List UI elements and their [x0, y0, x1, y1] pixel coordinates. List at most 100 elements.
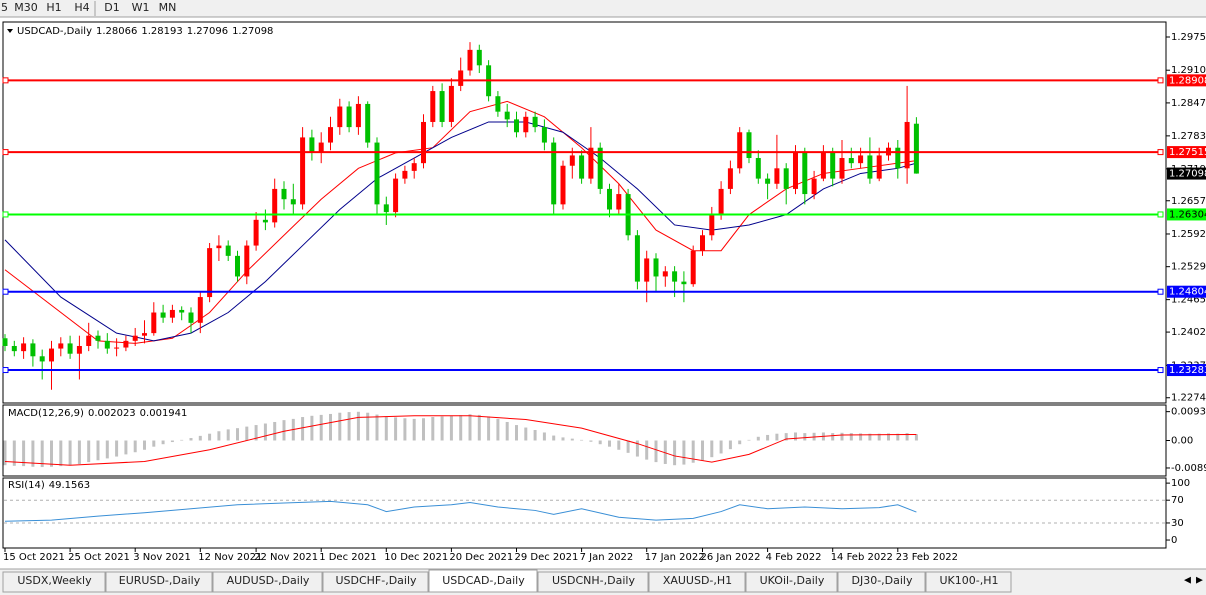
macd-bar — [635, 440, 639, 457]
chart-tab[interactable] — [537, 571, 649, 593]
candle-body — [634, 235, 640, 282]
y-tick-label: 1.28470 — [1171, 98, 1206, 109]
chart-tab[interactable] — [648, 571, 746, 593]
candle-body — [290, 199, 296, 205]
header-value: 1.28066 — [96, 26, 137, 37]
candle-body — [253, 219, 259, 246]
macd-bar — [468, 414, 472, 441]
y-tick-label: 1.24650 — [1171, 295, 1206, 306]
level-price-box — [1167, 208, 1206, 221]
candle-body — [123, 340, 129, 348]
candle-body — [709, 214, 715, 236]
candle-body — [179, 309, 185, 313]
candle-body — [11, 345, 17, 352]
chart-tab[interactable] — [745, 571, 838, 593]
macd-bar — [133, 440, 137, 453]
macd-bar — [887, 433, 890, 441]
candle-body — [746, 132, 752, 159]
timeframe-label[interactable]: H1 — [46, 1, 61, 14]
macd-bar — [31, 440, 35, 467]
chart-tab[interactable] — [105, 571, 213, 593]
y-tick-label: 1.22745 — [1171, 393, 1206, 404]
macd-bar — [105, 440, 109, 459]
chart-tab-label[interactable]: UK100-,H1 — [940, 574, 999, 587]
level-price-label: 1.24804 — [1169, 287, 1206, 298]
macd-bar — [626, 440, 630, 453]
chart-tab-label[interactable]: USDCAD-,Daily — [442, 574, 525, 587]
chart-tab-label[interactable]: USDCHF-,Daily — [335, 574, 417, 587]
candle-body — [421, 121, 426, 164]
timeframe-label[interactable]: 5 — [1, 1, 8, 14]
chart-tab[interactable] — [925, 571, 1012, 593]
candle-body — [300, 137, 306, 205]
macd-bar — [431, 417, 435, 441]
y-tick-label: 1.26570 — [1171, 196, 1206, 207]
macd-bar — [273, 421, 277, 441]
chart-tab-label[interactable]: DJ30-,Daily — [851, 574, 913, 587]
candle-body — [30, 343, 36, 357]
candle-body — [737, 132, 743, 169]
macd-bar — [59, 440, 63, 467]
timeframe-label[interactable]: MN — [159, 1, 177, 14]
candle-body — [39, 356, 45, 362]
chart-tab-label[interactable]: XAUUSD-,H1 — [663, 574, 732, 587]
macd-bar — [152, 440, 156, 447]
chart-tabs: USDX,Weekly EURUSD-,Daily AUDUSD-,Daily USD… — [2, 569, 1012, 593]
candle-body — [393, 178, 399, 213]
level-handle — [1157, 77, 1164, 84]
level-price-label: 1.27515 — [1169, 147, 1206, 158]
candle-body — [439, 91, 445, 122]
header-value: 49.1563 — [49, 480, 90, 491]
chart-tab[interactable] — [428, 569, 538, 593]
chart-tab-label[interactable]: USDCNH-,Daily — [552, 574, 635, 587]
candle-body — [895, 147, 901, 169]
candle-body — [848, 158, 854, 164]
candle-body — [49, 348, 54, 362]
chart-layer: 1.297501.291051.284701.278301.271901.265… — [2, 26, 1206, 563]
price-panel — [2, 21, 1167, 404]
candle-body — [58, 343, 64, 349]
tab-scroll-left[interactable]: ◀ — [1184, 576, 1191, 586]
candle-body — [653, 258, 659, 277]
timeframe-label[interactable]: D1 — [104, 1, 119, 14]
level-handle — [2, 288, 9, 295]
timeframe-label[interactable]: H4 — [74, 1, 89, 14]
tab-scroll-right[interactable]: ▶ — [1196, 576, 1203, 586]
header-value: RSI(14) — [8, 480, 45, 491]
x-tick-label: 26 Jan 2022 — [701, 552, 761, 563]
x-tick-label: 23 Feb 2022 — [896, 552, 958, 563]
chart-tab[interactable] — [212, 571, 323, 593]
chart-tab-label[interactable]: USDX,Weekly — [17, 574, 92, 587]
chart-tab[interactable] — [837, 571, 926, 593]
macd-bar — [226, 429, 230, 441]
level-price-box — [1167, 364, 1206, 377]
y-tick-label: 1.24020 — [1171, 327, 1206, 338]
candle-body — [495, 96, 501, 112]
candle-body — [532, 116, 538, 128]
level-handle — [2, 211, 9, 218]
macd-bar — [701, 440, 704, 461]
macd-bar — [849, 433, 853, 441]
candle-body — [86, 335, 92, 346]
timeframe-label[interactable]: M30 — [14, 1, 38, 14]
candle-body — [541, 127, 547, 143]
macd-bar — [840, 432, 844, 441]
chart-tab-label[interactable]: UKOil-,Daily — [760, 574, 825, 587]
chart-tab[interactable] — [322, 571, 429, 593]
macd-bar — [877, 433, 881, 441]
chart-tab[interactable] — [2, 571, 106, 593]
chart-tab-label[interactable]: AUDUSD-,Daily — [227, 574, 310, 587]
candle-body — [207, 248, 213, 298]
x-tick-label: 3 Nov 2021 — [133, 552, 191, 563]
macd-bar — [552, 435, 556, 441]
macd-bar — [589, 440, 593, 442]
macd-bar — [50, 440, 53, 467]
candle-body — [67, 343, 73, 354]
timeframe-label[interactable]: W1 — [132, 1, 150, 14]
candle-body — [588, 147, 594, 179]
chart-tab-label[interactable]: EURUSD-,Daily — [119, 574, 201, 587]
candle-body — [318, 142, 324, 153]
x-tick-label: 29 Dec 2021 — [515, 552, 579, 563]
level-price-box — [1167, 146, 1206, 159]
macd-bar — [728, 440, 732, 450]
